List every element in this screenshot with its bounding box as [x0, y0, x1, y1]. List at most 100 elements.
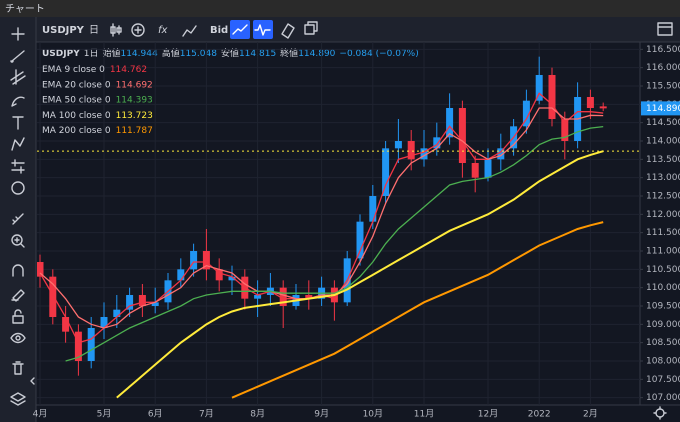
candle-body [138, 295, 146, 306]
candle-body [548, 75, 556, 119]
period-button[interactable]: 日 [89, 25, 99, 36]
legend-name: EMA 20 close 0 [42, 80, 111, 90]
top-toolbar [0, 17, 680, 42]
price-type-button[interactable]: Bid [210, 25, 228, 36]
candle-type-button[interactable] [110, 23, 122, 37]
candle-body [522, 100, 530, 127]
legend-name: EMA 9 close 0 [42, 65, 105, 75]
candle-body [394, 141, 402, 149]
legend-interval: 1日 [84, 48, 99, 59]
legend-value: 114.393 [116, 95, 153, 105]
y-tick-label: 109.500 [646, 302, 680, 312]
x-tick-label: 2月 [583, 409, 598, 420]
y-tick-label: 110.500 [646, 265, 680, 275]
legend-entry: EMA 20 close 0 114.692 [42, 80, 153, 90]
y-tick-label: 112.000 [646, 210, 680, 220]
legend-value: 111.787 [116, 126, 153, 136]
candle-body [497, 148, 505, 160]
x-tick-label: 7月 [199, 409, 214, 420]
candle-body [279, 287, 287, 306]
candle-body [228, 276, 236, 281]
y-tick-label: 115.500 [646, 82, 680, 92]
x-tick-label: 4月 [33, 409, 48, 420]
y-tick-label: 116.000 [646, 63, 680, 73]
window-title: チャート [5, 3, 45, 15]
x-tick-label: 5月 [97, 409, 112, 420]
legend-field-label: 高値 [162, 47, 180, 59]
legend-field-value: 114.890 [298, 49, 335, 59]
y-tick-label: 111.500 [646, 228, 680, 238]
x-tick-label: 11月 [414, 409, 434, 420]
y-tick-label: 116.500 [646, 45, 680, 55]
candle-body [471, 163, 479, 178]
x-tick-label: 2022 [528, 410, 551, 420]
y-tick-label: 110.000 [646, 283, 680, 293]
y-tick-label: 114.000 [646, 137, 680, 147]
candle-body [420, 148, 428, 160]
plot-area [37, 42, 640, 405]
candle-body [369, 196, 377, 222]
indicator-line [116, 150, 604, 399]
legend-entry: EMA 50 close 0 114.393 [42, 95, 153, 105]
drawing-tools[interactable] [10, 27, 35, 406]
legend-value: 114.692 [116, 80, 153, 90]
candle-body [100, 317, 108, 328]
legend-value: 113.723 [116, 110, 153, 120]
candle-body [74, 331, 82, 361]
y-tick-label: 107.500 [646, 375, 680, 385]
y-tick-label: 107.000 [646, 393, 680, 403]
active-tool-button[interactable] [253, 20, 273, 39]
candle-body [599, 106, 607, 109]
candle-body [535, 75, 543, 101]
legend-field-label: 終値 [280, 47, 298, 59]
legend-entry: MA 200 close 0 111.787 [42, 126, 153, 136]
candle-body [215, 269, 223, 281]
y-tick-label: 113.500 [646, 155, 680, 165]
last-price-label: 114.890 [646, 104, 680, 114]
legend-field-value: 114.944 [120, 49, 157, 59]
x-tick-label: 6月 [148, 409, 163, 420]
x-tick-label: 8月 [250, 409, 265, 420]
candle-body [62, 317, 70, 332]
indicator-line [39, 107, 604, 329]
candle-body [446, 108, 454, 138]
candle-body [433, 137, 441, 149]
candle-body [151, 302, 159, 306]
add-indicator-button[interactable] [131, 23, 145, 37]
fx-button[interactable]: fx [158, 25, 168, 36]
candle-body [305, 295, 313, 299]
candle-body [407, 141, 415, 160]
x-tick-label: 9月 [314, 409, 329, 420]
y-tick-label: 109.000 [646, 320, 680, 330]
candle-body [87, 328, 95, 361]
settings-button[interactable] [657, 22, 673, 36]
candle-body [190, 251, 198, 270]
compare-button[interactable] [182, 25, 197, 37]
axis-settings-button[interactable] [653, 406, 667, 420]
candle-body [126, 295, 134, 310]
y-tick-label: 113.000 [646, 173, 680, 183]
legend-value: 114.762 [110, 65, 147, 75]
indicator-line [231, 221, 604, 399]
legend-entry: MA 100 close 0 113.723 [42, 110, 153, 120]
x-tick-label: 12月 [478, 409, 498, 420]
last-price-tag [641, 101, 680, 116]
layout-button[interactable] [304, 21, 318, 35]
candle-body [356, 221, 364, 259]
legend-entry: EMA 9 close 0 114.762 [42, 65, 147, 75]
candle-body [49, 276, 57, 317]
svg-text:fx: fx [158, 25, 168, 36]
legend-field-value: 115.048 [180, 49, 217, 59]
symbol-button[interactable]: USDJPY [42, 25, 85, 36]
legend-symbol: USDJPY [42, 49, 80, 59]
template-button[interactable] [281, 23, 295, 39]
candle-body [254, 295, 262, 299]
legend-change: −0.084 (−0.07%) [339, 49, 418, 59]
candle-body [484, 159, 492, 178]
indicator-line [65, 125, 604, 362]
candle-body [561, 119, 569, 141]
candle-body [382, 148, 390, 196]
candle-body [113, 309, 121, 317]
legend-name: MA 100 close 0 [42, 110, 111, 120]
